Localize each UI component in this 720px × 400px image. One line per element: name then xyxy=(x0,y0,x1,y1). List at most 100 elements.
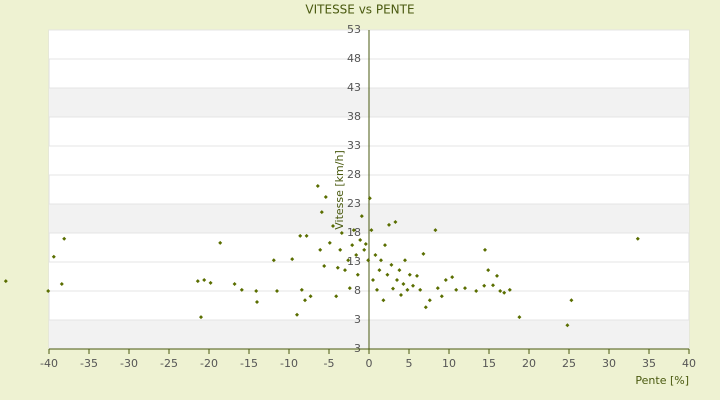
scatter-point xyxy=(443,277,448,282)
scatter-point xyxy=(315,184,320,189)
scatter-point xyxy=(322,264,327,269)
scatter-point xyxy=(304,233,309,238)
scatter-point xyxy=(369,228,374,233)
scatter-point xyxy=(346,258,351,263)
scatter-point xyxy=(358,237,363,242)
scatter-point xyxy=(486,268,491,273)
scatter-point xyxy=(255,300,259,305)
scatter-point xyxy=(334,294,339,299)
scatter-point xyxy=(415,273,419,278)
y-tick-label: 28 xyxy=(347,168,361,181)
y-tick-label: 33 xyxy=(347,139,361,152)
scatter-point xyxy=(362,247,367,252)
x-tick-label: 5 xyxy=(406,357,413,370)
x-tick-label: -10 xyxy=(280,357,298,370)
scatter-point xyxy=(308,294,313,299)
x-axis-label: Pente [%] xyxy=(635,374,689,387)
scatter-point xyxy=(433,228,438,233)
scatter-point xyxy=(271,258,276,263)
scatter-point xyxy=(395,277,399,282)
scatter-point xyxy=(403,258,407,263)
scatter-point xyxy=(483,247,487,252)
x-tick-label: 35 xyxy=(642,357,656,370)
x-tick-label: 0 xyxy=(366,357,373,370)
scatter-point xyxy=(355,272,360,277)
scatter-point xyxy=(407,272,412,277)
y-tick-label: 13 xyxy=(347,255,361,268)
y-tick-label: 8 xyxy=(354,284,361,297)
scatter-point xyxy=(338,247,343,252)
scatter-point xyxy=(423,305,428,310)
scatter-point xyxy=(366,258,371,263)
scatter-point xyxy=(303,298,307,303)
scatter-point xyxy=(199,315,203,320)
scatter-point xyxy=(359,214,364,219)
scatter-point xyxy=(391,286,395,291)
scatter-point xyxy=(331,224,335,229)
scatter-point xyxy=(565,323,570,328)
scatter-point xyxy=(347,286,352,291)
scatter-point xyxy=(208,280,213,285)
scatter-point xyxy=(418,287,423,292)
scatter-point xyxy=(318,247,323,252)
scatter-point xyxy=(379,258,383,263)
scatter-point xyxy=(569,298,574,303)
scatter-point xyxy=(239,287,244,292)
x-tick-label: -25 xyxy=(160,357,178,370)
scatter-point xyxy=(319,210,324,215)
scatter-point xyxy=(401,282,406,287)
scatter-point xyxy=(635,236,640,241)
scatter-point xyxy=(323,195,328,200)
x-tick-label: -30 xyxy=(120,357,138,370)
scatter-point xyxy=(202,277,207,282)
scatter-point xyxy=(381,298,386,303)
scatter-point xyxy=(377,268,382,273)
x-tick-label: -35 xyxy=(80,357,98,370)
scatter-point xyxy=(351,228,356,233)
y-tick-label: 48 xyxy=(347,52,361,65)
scatter-point xyxy=(421,251,426,256)
x-tick-label: -15 xyxy=(240,357,258,370)
scatter-point xyxy=(339,231,344,235)
scatter-point xyxy=(397,268,402,273)
scatter-point xyxy=(354,253,359,258)
scatter-point xyxy=(290,257,295,262)
scatter-point xyxy=(495,273,499,278)
scatter-point xyxy=(463,286,467,291)
y-tick-label: 43 xyxy=(347,81,361,94)
x-tick-label: -40 xyxy=(40,357,58,370)
y-axis-label: Vitesse [km/h] xyxy=(333,150,346,230)
scatter-point xyxy=(275,289,279,293)
y-tick-label: 53 xyxy=(347,23,361,36)
scatter-point xyxy=(363,242,368,247)
scatter-point xyxy=(299,287,304,292)
scatter-point xyxy=(517,315,522,320)
scatter-point xyxy=(439,294,444,299)
x-tick-label: -5 xyxy=(324,357,335,370)
x-tick-label: 20 xyxy=(522,357,536,370)
scatter-point xyxy=(3,279,8,284)
scatter-point xyxy=(254,289,259,293)
chart-title: VITESSE vs PENTE xyxy=(305,3,414,17)
scatter-point xyxy=(393,219,398,224)
scatter-point xyxy=(399,293,403,298)
scatter-point xyxy=(350,243,355,248)
x-tick-label: 10 xyxy=(442,357,456,370)
y-tick-label: 3 xyxy=(354,313,361,326)
scatter-point xyxy=(427,298,432,303)
scatter-point xyxy=(502,290,507,295)
scatter-point xyxy=(411,283,415,288)
scatter-point xyxy=(295,312,299,317)
scatter-point xyxy=(389,262,394,267)
scatter-point xyxy=(51,254,56,259)
scatter-point xyxy=(62,236,67,241)
scatter-point xyxy=(195,279,200,284)
scatter-point xyxy=(335,265,340,270)
scatter-point xyxy=(218,240,223,245)
scatter-point xyxy=(46,289,51,293)
scatter-point xyxy=(298,233,303,238)
scatter-point xyxy=(343,268,347,273)
scatter-point xyxy=(383,243,387,248)
scatter-point xyxy=(367,196,372,201)
